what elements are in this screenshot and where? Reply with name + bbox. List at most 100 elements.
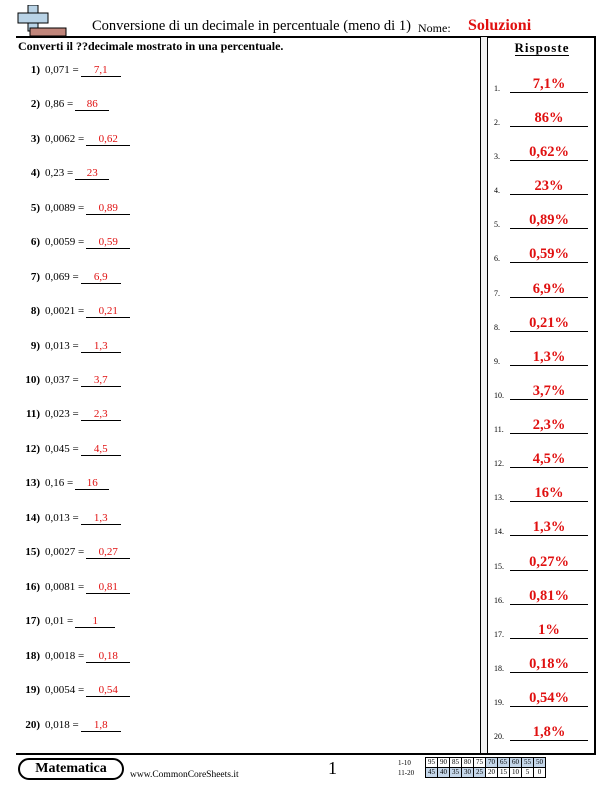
answer-number: 20.	[494, 732, 504, 741]
problem-number: 7)	[30, 271, 40, 283]
answer-key-item: 15. 0,27%	[494, 553, 592, 573]
answer-number: 11.	[494, 425, 504, 434]
answer-value: 7,1%	[510, 76, 588, 93]
problem-item: 6) 0,0059 = 0,59	[18, 236, 131, 256]
answer-number: 5.	[494, 220, 500, 229]
problem-answer: 6,9	[80, 271, 121, 284]
answer-key-item: 7. 6,9%	[494, 280, 592, 300]
answer-value: 1,3%	[510, 349, 588, 366]
answer-number: 18.	[494, 664, 504, 673]
problem-item: 7) 0,069 = 6,9	[18, 271, 121, 291]
answer-key-item: 12. 4,5%	[494, 450, 592, 470]
problem-expression: 0,01 =	[45, 615, 74, 627]
footer-rule	[16, 753, 596, 755]
problem-number: 18)	[25, 650, 40, 662]
answer-number: 17.	[494, 630, 504, 639]
answer-value: 0,81%	[510, 588, 588, 605]
problem-expression: 0,23 =	[45, 167, 74, 179]
problem-answer: 86	[75, 98, 110, 111]
problem-expression: 0,16 =	[45, 477, 74, 489]
problem-answer: 2,3	[80, 408, 121, 421]
problem-item: 16) 0,0081 = 0,81	[18, 581, 131, 601]
answer-value: 0,89%	[510, 212, 588, 229]
answers-header-text: Risposte	[514, 40, 570, 56]
problem-answer: 0,18	[86, 650, 131, 663]
score-cell: 95	[425, 757, 438, 768]
answer-column	[488, 37, 596, 753]
problem-number: 1)	[30, 64, 40, 76]
problem-expression: 0,0059 =	[45, 236, 85, 248]
problem-answer: 1,8	[80, 719, 121, 732]
score-cell: 35	[449, 767, 462, 778]
problem-expression: 0,86 =	[45, 98, 74, 110]
score-row-labels: 1-10 11-20	[398, 758, 414, 778]
problem-number: 10)	[25, 374, 40, 386]
answer-value: 0,18%	[510, 656, 588, 673]
problem-item: 1) 0,071 = 7,1	[18, 64, 121, 84]
problem-expression: 0,0089 =	[45, 202, 85, 214]
problem-item: 14) 0,013 = 1,3	[18, 512, 121, 532]
footer-url: www.CommonCoreSheets.it	[130, 770, 239, 780]
score-cell: 75	[473, 757, 486, 768]
problem-item: 20) 0,018 = 1,8	[18, 719, 121, 739]
page-number: 1	[328, 758, 337, 778]
answer-key-item: 19. 0,54%	[494, 689, 592, 709]
problem-answer: 0,81	[86, 581, 131, 594]
answer-value: 1%	[510, 622, 588, 639]
problem-answer: 7,1	[80, 64, 121, 77]
answer-key-item: 5. 0,89%	[494, 211, 592, 231]
problem-number: 15)	[25, 546, 40, 558]
answer-key-item: 14. 1,3%	[494, 518, 592, 538]
problem-answer: 0,62	[86, 133, 131, 146]
answer-key-item: 17. 1%	[494, 621, 592, 641]
score-cell: 70	[485, 757, 498, 768]
answer-number: 14.	[494, 527, 504, 536]
answer-number: 8.	[494, 323, 500, 332]
problem-expression: 0,013 =	[45, 512, 79, 524]
problem-expression: 0,071 =	[45, 64, 79, 76]
answer-number: 13.	[494, 493, 504, 502]
problem-answer: 1,3	[80, 512, 121, 525]
problem-item: 15) 0,0027 = 0,27	[18, 546, 131, 566]
problem-answer: 0,54	[86, 684, 131, 697]
problem-expression: 0,037 =	[45, 374, 79, 386]
problem-item: 10) 0,037 = 3,7	[18, 374, 121, 394]
answer-key-item: 13. 16%	[494, 484, 592, 504]
answer-number: 15.	[494, 562, 504, 571]
problem-answer: 0,21	[86, 305, 131, 318]
problem-answer: 16	[75, 477, 110, 490]
answer-value: 0,21%	[510, 315, 588, 332]
problem-number: 19)	[25, 684, 40, 696]
problem-item: 13) 0,16 = 16	[18, 477, 110, 497]
problem-number: 2)	[30, 98, 40, 110]
answer-value: 0,59%	[510, 246, 588, 263]
score-row: 95 90 85 80 75 70 65 60 55 50	[425, 757, 546, 768]
instructions: Converti il ??decimale mostrato in una p…	[18, 39, 284, 53]
problem-expression: 0,018 =	[45, 719, 79, 731]
problem-item: 17) 0,01 = 1	[18, 615, 116, 635]
score-cell: 55	[521, 757, 534, 768]
score-cell: 90	[437, 757, 450, 768]
problem-number: 5)	[30, 202, 40, 214]
problem-number: 11)	[25, 408, 40, 420]
score-cell: 5	[521, 767, 534, 778]
problem-expression: 0,0081 =	[45, 581, 85, 593]
answer-key-item: 9. 1,3%	[494, 348, 592, 368]
answer-number: 1.	[494, 84, 500, 93]
problem-item: 11) 0,023 = 2,3	[18, 408, 121, 428]
problem-answer: 23	[75, 167, 110, 180]
answer-number: 19.	[494, 698, 504, 707]
problem-item: 8) 0,0021 = 0,21	[18, 305, 131, 325]
problem-answer: 3,7	[80, 374, 121, 387]
solutions-label: Soluzioni	[468, 17, 532, 34]
answer-key-item: 18. 0,18%	[494, 655, 592, 675]
plus-minus-logo-icon	[17, 5, 67, 37]
answer-value: 3,7%	[510, 383, 588, 400]
answer-value: 1,3%	[510, 519, 588, 536]
problem-number: 16)	[25, 581, 40, 593]
answer-value: 6,9%	[510, 281, 588, 298]
answer-number: 12.	[494, 459, 504, 468]
problem-expression: 0,0018 =	[45, 650, 85, 662]
problem-number: 6)	[30, 236, 40, 248]
answer-number: 16.	[494, 596, 504, 605]
